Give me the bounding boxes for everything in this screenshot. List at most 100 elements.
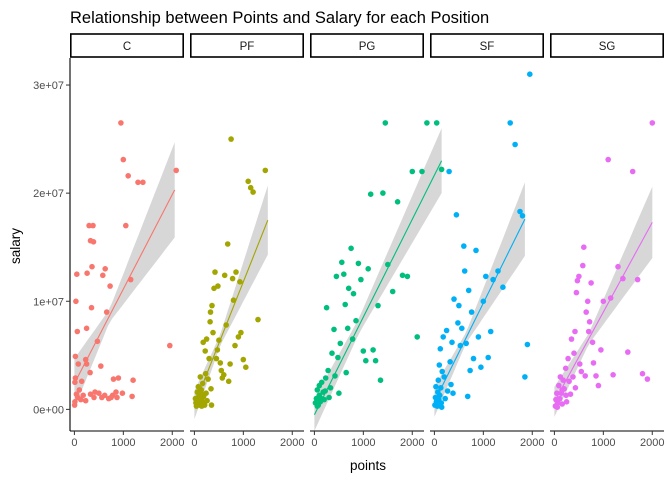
data-point xyxy=(453,212,460,218)
facet-strip-label: PF xyxy=(240,41,255,53)
data-point xyxy=(470,355,477,362)
data-point xyxy=(342,301,349,308)
data-point xyxy=(570,374,576,380)
data-point xyxy=(649,120,656,126)
data-point xyxy=(644,376,651,382)
data-point xyxy=(103,309,110,315)
data-point xyxy=(389,288,396,295)
data-point xyxy=(88,304,95,311)
data-point xyxy=(620,275,626,282)
data-point xyxy=(568,336,575,342)
data-point xyxy=(588,280,594,286)
data-point xyxy=(100,272,106,279)
x-tick-label: 2000 xyxy=(640,437,664,449)
y-tick-label: 2e+07 xyxy=(33,188,64,200)
confidence-band xyxy=(194,185,268,420)
data-point xyxy=(567,391,574,398)
data-point xyxy=(207,319,213,325)
data-point xyxy=(444,388,451,394)
data-point xyxy=(101,392,108,399)
x-tick-label: 1000 xyxy=(351,437,375,449)
data-point xyxy=(130,377,136,384)
y-axis: 0e+00 1e+07 2e+07 3e+07 xyxy=(33,58,71,431)
data-point xyxy=(344,325,351,332)
data-point xyxy=(203,336,210,342)
data-point xyxy=(449,339,455,346)
data-point xyxy=(461,243,467,249)
data-point xyxy=(574,277,581,284)
data-point xyxy=(448,381,454,388)
data-point xyxy=(593,373,599,379)
data-point xyxy=(329,350,335,357)
data-point xyxy=(557,395,563,402)
data-point xyxy=(439,368,446,375)
data-point xyxy=(475,334,482,340)
data-point xyxy=(572,328,578,335)
data-point xyxy=(167,342,173,349)
data-point xyxy=(240,356,247,363)
data-point xyxy=(610,372,616,378)
data-point xyxy=(197,374,204,380)
x-tick-label: 2000 xyxy=(280,437,304,449)
data-point xyxy=(86,222,92,229)
data-point xyxy=(206,355,212,362)
data-point xyxy=(135,179,141,186)
data-point xyxy=(468,309,475,315)
data-point xyxy=(237,279,243,285)
x-tick-label: 1000 xyxy=(231,437,255,449)
data-point xyxy=(78,396,84,403)
facet-strip-label: PG xyxy=(359,41,376,53)
data-point xyxy=(554,404,561,411)
data-point xyxy=(198,403,205,409)
data-point xyxy=(119,390,126,397)
data-point xyxy=(204,397,210,404)
data-point xyxy=(343,369,350,376)
data-point xyxy=(91,394,97,401)
data-point xyxy=(438,166,445,173)
data-point xyxy=(123,222,129,229)
data-point xyxy=(559,387,565,393)
data-point xyxy=(238,329,244,336)
data-point xyxy=(581,244,587,250)
data-point xyxy=(243,364,249,371)
data-point xyxy=(634,276,641,283)
data-point xyxy=(80,392,86,399)
x-tick-label: 0 xyxy=(431,437,437,449)
data-point xyxy=(500,284,506,291)
data-point xyxy=(555,400,561,406)
data-point xyxy=(89,263,95,270)
data-point xyxy=(556,382,562,389)
data-point xyxy=(218,367,225,374)
data-point xyxy=(524,341,531,348)
data-point xyxy=(232,342,238,349)
data-point xyxy=(98,363,104,369)
data-point xyxy=(437,346,444,352)
x-tick-label: 0 xyxy=(311,437,317,449)
facet-panel-sf: SF 0 1000 2000 xyxy=(429,33,544,449)
data-point xyxy=(394,199,401,205)
data-point xyxy=(250,189,256,195)
data-point xyxy=(92,389,98,395)
data-point xyxy=(512,141,518,148)
data-point xyxy=(563,399,570,405)
data-point xyxy=(84,270,90,277)
data-point xyxy=(318,379,325,386)
data-point xyxy=(353,317,359,324)
data-point xyxy=(580,262,586,269)
data-point xyxy=(262,167,269,174)
data-point xyxy=(527,71,533,77)
data-point xyxy=(583,309,589,315)
data-point xyxy=(173,167,179,174)
data-point xyxy=(207,309,214,315)
chart-title: Relationship between Points and Salary f… xyxy=(70,9,489,27)
data-point xyxy=(336,390,342,397)
x-tick-label: 0 xyxy=(71,437,77,449)
fit-line xyxy=(73,189,176,384)
data-point xyxy=(586,319,593,325)
data-point xyxy=(217,360,224,366)
data-point xyxy=(517,208,523,215)
data-point xyxy=(375,302,381,309)
y-tick-label: 3e+07 xyxy=(33,80,64,92)
data-point xyxy=(380,190,386,196)
x-tick-label: 2000 xyxy=(160,437,184,449)
